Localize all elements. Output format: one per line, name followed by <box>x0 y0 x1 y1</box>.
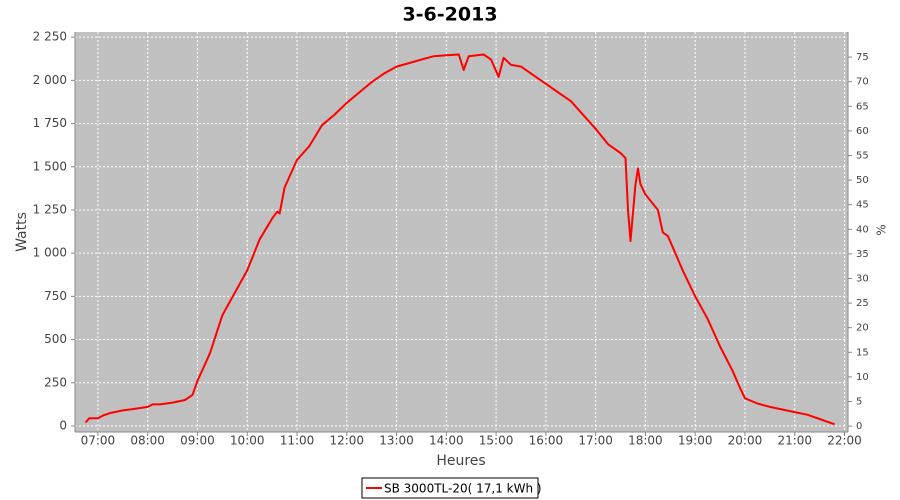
y-axis-label: Watts <box>14 212 30 252</box>
x-tick-label: 22:00 <box>827 434 862 448</box>
x-tick-label: 09:00 <box>180 434 215 448</box>
x-tick-label: 20:00 <box>728 434 763 448</box>
legend: SB 3000TL-20( 17,1 kWh ) <box>361 477 542 499</box>
chart-title: 3-6-2013 <box>402 4 497 26</box>
y-tick-label: 1 750 <box>33 116 67 130</box>
x-tick-label: 17:00 <box>578 434 613 448</box>
legend-box <box>361 477 539 499</box>
series-line <box>84 53 835 426</box>
x-tick-label: 08:00 <box>130 434 165 448</box>
y-tick-label: 1 000 <box>33 246 67 260</box>
x-tick-label: 21:00 <box>777 434 812 448</box>
y2-tick-label: 55 <box>856 150 869 161</box>
y2-axis-label: % <box>875 224 889 235</box>
y2-tick-label: 40 <box>856 224 869 235</box>
y2-tick-label: 30 <box>856 273 869 284</box>
y2-tick-label: 35 <box>856 249 869 260</box>
x-axis-label: Heures <box>436 453 485 469</box>
x-tick-label: 14:00 <box>429 434 464 448</box>
y-tick-label: 0 <box>59 418 67 432</box>
x-tick-label: 12:00 <box>329 434 364 448</box>
y-tick-label: 2 000 <box>33 73 67 87</box>
x-tick-label: 11:00 <box>280 434 315 448</box>
x-tick-label: 13:00 <box>379 434 414 448</box>
x-tick-label: 16:00 <box>529 434 564 448</box>
y2-tick-label: 45 <box>856 200 869 211</box>
x-tick-label: 19:00 <box>678 434 713 448</box>
y2-tick-label: 10 <box>856 372 869 383</box>
y-tick-label: 750 <box>44 289 67 303</box>
y-tick-label: 2 250 <box>33 30 67 44</box>
x-tick-label: 15:00 <box>479 434 514 448</box>
y2-tick-label: 70 <box>856 77 869 88</box>
y2-tick-label: 65 <box>856 101 869 112</box>
y-tick-label: 1 250 <box>33 202 67 216</box>
y2-tick-label: 25 <box>856 298 869 309</box>
y2-tick-label: 15 <box>856 347 869 358</box>
y-tick-label: 250 <box>44 375 67 389</box>
x-tick-label: 18:00 <box>628 434 663 448</box>
legend-label: SB 3000TL-20( 17,1 kWh ) <box>384 482 542 496</box>
y2-tick-label: 60 <box>856 126 869 137</box>
y2-tick-label: 20 <box>856 323 869 334</box>
y2-tick-label: 75 <box>856 52 869 63</box>
x-tick-label: 10:00 <box>230 434 265 448</box>
y2-tick-label: 50 <box>856 175 869 186</box>
y-tick-label: 1 500 <box>33 159 67 173</box>
y2-tick-label: 5 <box>856 396 862 407</box>
x-tick-label: 07:00 <box>81 434 116 448</box>
y2-tick-label: 0 <box>856 421 862 432</box>
y-tick-label: 500 <box>44 332 67 346</box>
